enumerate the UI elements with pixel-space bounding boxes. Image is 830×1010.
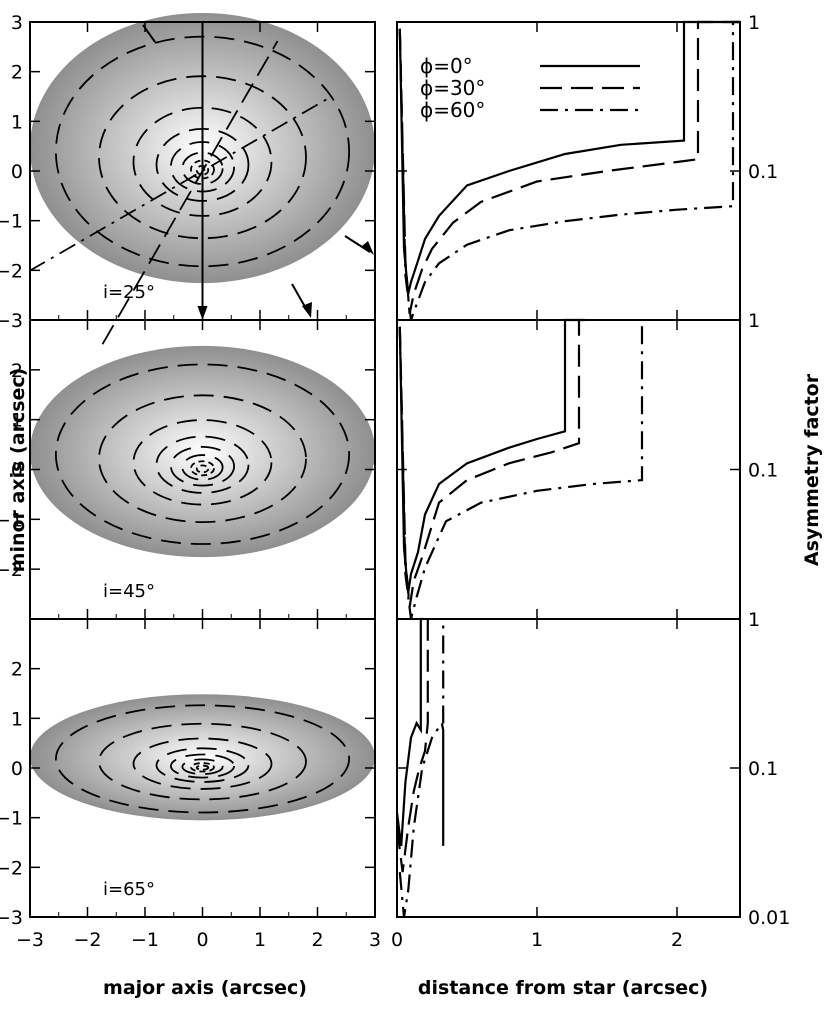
contour-line [190, 460, 215, 477]
arrow-head-icon [197, 306, 208, 320]
y-tick-label: 0.1 [748, 460, 778, 482]
right-panel-frame [396, 319, 741, 620]
y-tick-label: 3 [11, 12, 23, 34]
series-line [398, 20, 740, 321]
y-axis-title: Asymmetry factor [801, 373, 823, 566]
y-tick-label: −3 [0, 907, 23, 929]
contour-line [132, 737, 273, 790]
scan-direction-30-tail [142, 24, 156, 43]
y-tick-label: −1 [0, 211, 23, 233]
legend-label: ϕ=0° [420, 54, 473, 78]
x-tick-label: −3 [16, 929, 44, 951]
contour-line [181, 758, 224, 776]
contour-line [54, 704, 351, 814]
panel-label: i=65° [103, 879, 155, 900]
x-axis-title: major axis (arcsec) [103, 977, 307, 999]
right-panel-frame [396, 618, 741, 918]
series-line [398, 619, 445, 918]
scan-direction-60 [28, 95, 333, 272]
x-axis-title: distance from star (arcsec) [418, 977, 708, 999]
series-line [398, 318, 586, 608]
y-tick-label: 0 [11, 161, 23, 183]
y-tick-label: 1 [11, 111, 23, 133]
y-tick-label: 0.1 [748, 161, 778, 183]
contour-line [169, 445, 236, 487]
panel-label: i=25° [103, 282, 155, 303]
y-tick-label: 0.01 [748, 907, 790, 929]
x-tick-label: 3 [369, 929, 381, 951]
contour-line [155, 747, 250, 783]
contour-line [54, 363, 351, 545]
y-tick-label: 0 [11, 758, 23, 780]
arrow-head-icon [302, 302, 312, 318]
scan-arrow-60 [344, 235, 371, 253]
contour-line [181, 454, 224, 481]
y-tick-label: 1 [11, 410, 23, 432]
series-line [398, 318, 579, 593]
y-tick-label: 1 [748, 609, 760, 631]
series-line [398, 320, 644, 620]
contour-line [195, 764, 210, 771]
y-tick-label: −3 [0, 310, 23, 332]
contour-line [195, 464, 210, 474]
x-tick-label: 1 [531, 929, 543, 951]
x-tick-label: 0 [391, 929, 403, 951]
x-tick-label: 1 [254, 929, 266, 951]
contour-line [181, 151, 224, 185]
y-tick-label: 1 [11, 708, 23, 730]
x-tick-label: 2 [671, 929, 683, 951]
y-tick-label: 2 [11, 659, 23, 681]
y-tick-label: 1 [748, 310, 760, 332]
legend-label: ϕ=60° [420, 98, 485, 122]
y-tick-label: 2 [11, 62, 23, 84]
y-tick-label: −2 [0, 857, 23, 879]
contour-line [132, 419, 273, 506]
contour-line [169, 753, 236, 779]
x-tick-label: −1 [131, 929, 159, 951]
y-tick-label: −2 [0, 260, 23, 282]
scan-direction-30 [101, 40, 279, 345]
series-line [395, 617, 424, 847]
x-tick-label: 0 [196, 929, 208, 951]
y-tick-label: 1 [748, 12, 760, 34]
x-tick-label: −2 [73, 929, 101, 951]
contour-line [98, 722, 307, 801]
contour-line [98, 394, 307, 524]
contour-line [190, 159, 215, 180]
arrow-head-icon [362, 241, 374, 255]
y-tick-label: 0.1 [748, 758, 778, 780]
y-tick-label: −2 [0, 559, 23, 581]
contour-line [155, 435, 250, 494]
legend-label: ϕ=30° [420, 76, 485, 100]
disk-image [30, 694, 375, 821]
y-tick-label: −1 [0, 509, 23, 531]
series-line [395, 619, 429, 873]
contour-line [190, 762, 215, 773]
disk-image [30, 345, 375, 558]
y-tick-label: −1 [0, 808, 23, 830]
panel-label: i=45° [103, 581, 155, 602]
y-tick-label: 0 [11, 460, 23, 482]
x-tick-label: 2 [311, 929, 323, 951]
y-axis-title: minor axis (arcsec) [7, 368, 29, 573]
y-tick-label: 2 [11, 360, 23, 382]
